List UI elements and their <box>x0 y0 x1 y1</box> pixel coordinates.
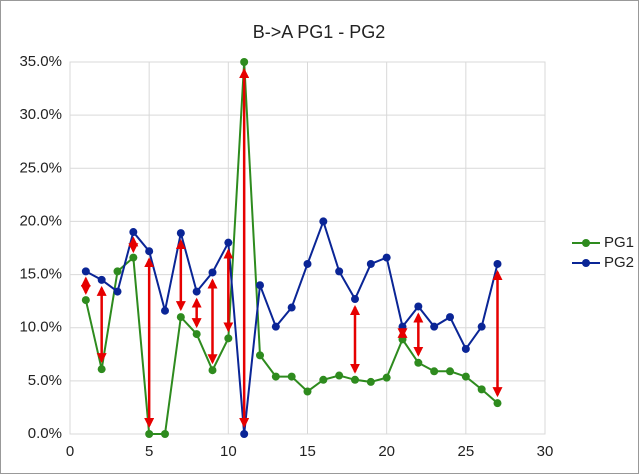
data-point <box>493 399 502 408</box>
legend-marker <box>582 259 590 267</box>
data-point <box>382 373 391 382</box>
data-point <box>382 253 391 262</box>
data-point <box>271 322 280 331</box>
data-point <box>303 259 312 268</box>
data-point <box>351 375 359 384</box>
data-point <box>430 322 439 331</box>
data-point <box>319 217 328 226</box>
data-point <box>161 306 169 315</box>
data-point <box>335 267 344 276</box>
x-tick-label: 10 <box>220 443 237 460</box>
data-point <box>224 334 233 343</box>
data-point <box>461 372 470 381</box>
data-point <box>81 296 90 305</box>
data-point <box>224 238 233 247</box>
data-point <box>256 281 264 290</box>
data-point <box>208 366 217 375</box>
y-tick-label: 25.0% <box>19 159 62 176</box>
legend-label: PG1 <box>604 234 634 251</box>
x-tick-label: 15 <box>299 443 316 460</box>
data-point <box>351 295 359 304</box>
y-tick-label: 5.0% <box>28 372 62 389</box>
data-point <box>271 372 280 381</box>
data-point <box>129 228 138 237</box>
data-point <box>430 367 439 376</box>
data-point <box>414 302 423 311</box>
legend-label: PG2 <box>604 254 634 271</box>
data-point <box>366 259 375 268</box>
data-point <box>398 322 407 331</box>
data-point <box>461 344 470 353</box>
data-point <box>129 253 138 262</box>
data-point <box>446 313 454 322</box>
data-point <box>446 367 454 376</box>
data-point <box>113 287 122 296</box>
data-point <box>493 259 502 268</box>
data-point <box>176 229 185 238</box>
y-tick-label: 35.0% <box>19 53 62 70</box>
data-point <box>192 287 201 296</box>
data-point <box>256 351 264 360</box>
data-point <box>240 58 249 66</box>
x-tick-label: 5 <box>145 443 153 460</box>
data-point <box>81 267 90 276</box>
data-point <box>145 430 154 438</box>
y-tick-label: 0.0% <box>28 425 62 442</box>
y-tick-label: 30.0% <box>19 106 62 123</box>
x-tick-label: 20 <box>378 443 395 460</box>
data-point <box>477 385 486 394</box>
data-point <box>176 313 185 322</box>
data-point <box>287 372 296 381</box>
chart-title: B->A PG1 - PG2 <box>253 22 386 42</box>
legend-marker <box>582 239 590 247</box>
plot-border <box>69 61 546 435</box>
x-tick-label: 30 <box>537 443 554 460</box>
data-point <box>319 375 328 384</box>
x-tick-label: 25 <box>457 443 474 460</box>
data-point <box>303 387 312 396</box>
data-point <box>335 371 344 380</box>
data-point <box>113 267 122 276</box>
y-tick-label: 15.0% <box>19 266 62 283</box>
data-point <box>398 335 407 344</box>
data-point <box>240 430 249 438</box>
data-point <box>145 247 154 256</box>
y-tick-label: 20.0% <box>19 212 62 229</box>
data-point <box>208 268 217 277</box>
data-point <box>97 365 106 374</box>
data-point <box>366 377 375 386</box>
data-point <box>414 358 423 367</box>
data-point <box>287 303 296 312</box>
data-point <box>192 330 201 339</box>
data-point <box>97 275 106 284</box>
data-point <box>161 430 169 438</box>
data-point <box>477 322 486 331</box>
y-tick-label: 10.0% <box>19 319 62 336</box>
x-tick-label: 0 <box>66 443 74 460</box>
